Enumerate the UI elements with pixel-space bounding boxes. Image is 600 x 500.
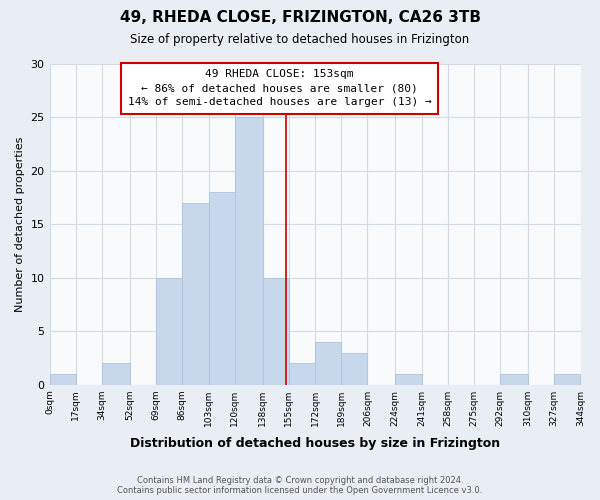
X-axis label: Distribution of detached houses by size in Frizington: Distribution of detached houses by size … bbox=[130, 437, 500, 450]
Bar bbox=[554, 374, 580, 384]
Bar bbox=[289, 364, 315, 384]
Bar bbox=[235, 118, 263, 384]
Bar bbox=[182, 203, 209, 384]
Bar bbox=[395, 374, 422, 384]
Bar bbox=[315, 342, 341, 384]
Bar bbox=[50, 374, 76, 384]
Bar bbox=[209, 192, 235, 384]
Bar bbox=[341, 352, 367, 384]
Text: Contains HM Land Registry data © Crown copyright and database right 2024.
Contai: Contains HM Land Registry data © Crown c… bbox=[118, 476, 482, 495]
Bar bbox=[102, 364, 130, 384]
Bar bbox=[263, 278, 289, 384]
Text: 49, RHEDA CLOSE, FRIZINGTON, CA26 3TB: 49, RHEDA CLOSE, FRIZINGTON, CA26 3TB bbox=[119, 10, 481, 25]
Bar bbox=[156, 278, 182, 384]
Bar bbox=[500, 374, 528, 384]
Text: Size of property relative to detached houses in Frizington: Size of property relative to detached ho… bbox=[130, 32, 470, 46]
Text: 49 RHEDA CLOSE: 153sqm
← 86% of detached houses are smaller (80)
14% of semi-det: 49 RHEDA CLOSE: 153sqm ← 86% of detached… bbox=[128, 70, 431, 108]
Y-axis label: Number of detached properties: Number of detached properties bbox=[15, 136, 25, 312]
